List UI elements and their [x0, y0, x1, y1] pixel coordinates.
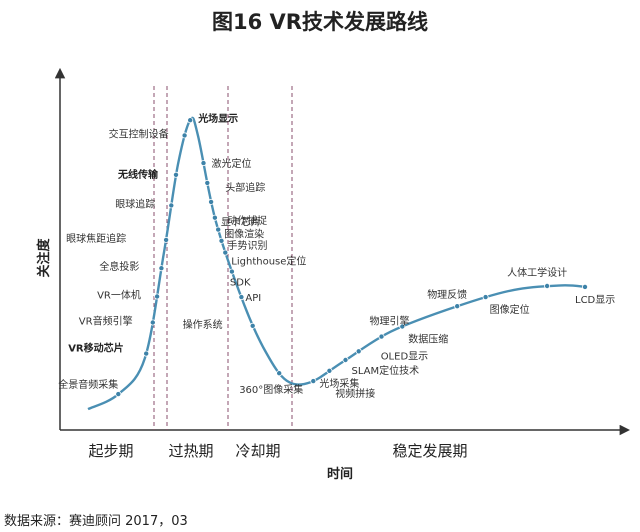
curve-point — [276, 370, 283, 377]
point-label: 动作捕捉 — [227, 214, 267, 227]
curve-point — [355, 348, 362, 355]
point-label: 图像渲染 — [224, 228, 264, 241]
curve-point — [342, 356, 349, 363]
point-label: 全息投影 — [99, 260, 139, 273]
point-label: 数据压缩 — [408, 333, 448, 346]
point-label: 物理反馈 — [427, 288, 467, 301]
curve-point — [149, 319, 156, 326]
x-axis-label: 时间 — [327, 466, 353, 482]
curve-point — [208, 198, 215, 205]
chart-axes — [54, 67, 631, 436]
point-label: 视频拼接 — [335, 387, 375, 400]
curve-point — [154, 293, 161, 300]
point-label: 人体工学设计 — [507, 266, 567, 279]
curve-point — [204, 179, 211, 186]
point-label: 交互控制设备 — [109, 127, 169, 140]
phase-label: 起步期 — [88, 442, 133, 460]
point-label: 无线传输 — [117, 168, 159, 181]
phase-label: 冷却期 — [235, 442, 280, 460]
curve-point — [163, 236, 170, 243]
point-label: VR一体机 — [97, 289, 141, 302]
point-label: 激光定位 — [212, 157, 252, 170]
point-label: LCD显示 — [575, 294, 615, 306]
curve-point — [172, 171, 179, 178]
point-label: SLAM定位技术 — [352, 364, 420, 377]
point-label: API — [245, 293, 261, 304]
curve-point — [218, 237, 225, 244]
curve-point — [228, 268, 235, 275]
point-label: 显卡芯片 — [221, 216, 261, 229]
point-label: 图像定位 — [490, 303, 530, 316]
curve-point — [211, 214, 218, 221]
point-label: Lighthouse定位 — [231, 255, 306, 268]
curve-point — [115, 391, 122, 398]
point-label: VR音频引擎 — [79, 315, 133, 328]
phase-label: 稳定发展期 — [392, 442, 467, 460]
curve-point — [200, 160, 207, 167]
point-label: 光场显示 — [197, 112, 238, 125]
points-layer — [115, 117, 589, 398]
curve-point — [143, 350, 150, 357]
phase-labels: 起步期 过热期 冷却期 稳定发展期 — [88, 442, 467, 460]
labels-layer: 全景音频采集 VR移动芯片 VR音频引擎 VR一体机 全息投影 眼球焦距追踪 眼球追踪 无线传… — [58, 112, 615, 400]
curve-point — [544, 282, 551, 289]
curve-point — [482, 294, 489, 301]
point-label: 全景音频采集 — [58, 378, 118, 391]
point-label: SDK — [230, 278, 251, 289]
data-source: 数据来源：赛迪顾问 2017，03 — [4, 514, 188, 529]
hype-curve — [87, 116, 586, 411]
curve-point — [238, 294, 245, 301]
point-label: 眼球焦距追踪 — [66, 232, 126, 245]
chart-title: 图16 VR技术发展路线 — [212, 10, 428, 34]
curve-point — [222, 249, 229, 256]
curve-point — [187, 117, 194, 124]
point-label: OLED显示 — [381, 350, 428, 362]
curve-point — [168, 202, 175, 209]
curve-point — [249, 322, 256, 329]
hype-cycle-chart: 全景音频采集 VR移动芯片 VR音频引擎 VR一体机 全息投影 眼球焦距追踪 眼球追踪 无线传… — [36, 67, 631, 482]
point-label: 光场采集 — [319, 377, 359, 390]
curve-point — [215, 226, 222, 233]
point-label: 手势识别 — [228, 239, 268, 252]
point-label: 物理引擎 — [370, 315, 410, 328]
curve-point — [582, 283, 589, 290]
curve-point — [326, 367, 333, 374]
phase-label: 过热期 — [168, 442, 213, 460]
curve-point — [454, 303, 461, 310]
curve-point — [378, 333, 385, 340]
curve-layer — [87, 116, 586, 411]
point-label: 眼球追踪 — [115, 197, 155, 210]
curve-point — [399, 323, 406, 330]
curve-point — [181, 132, 188, 139]
curve-point — [310, 378, 317, 385]
y-axis-label: 关注度 — [36, 238, 52, 278]
point-label: 头部追踪 — [225, 181, 265, 194]
point-label: 360°图像采集 — [239, 383, 303, 396]
point-label: 操作系统 — [183, 318, 223, 331]
point-label: VR移动芯片 — [68, 342, 123, 355]
curve-point — [158, 265, 165, 272]
